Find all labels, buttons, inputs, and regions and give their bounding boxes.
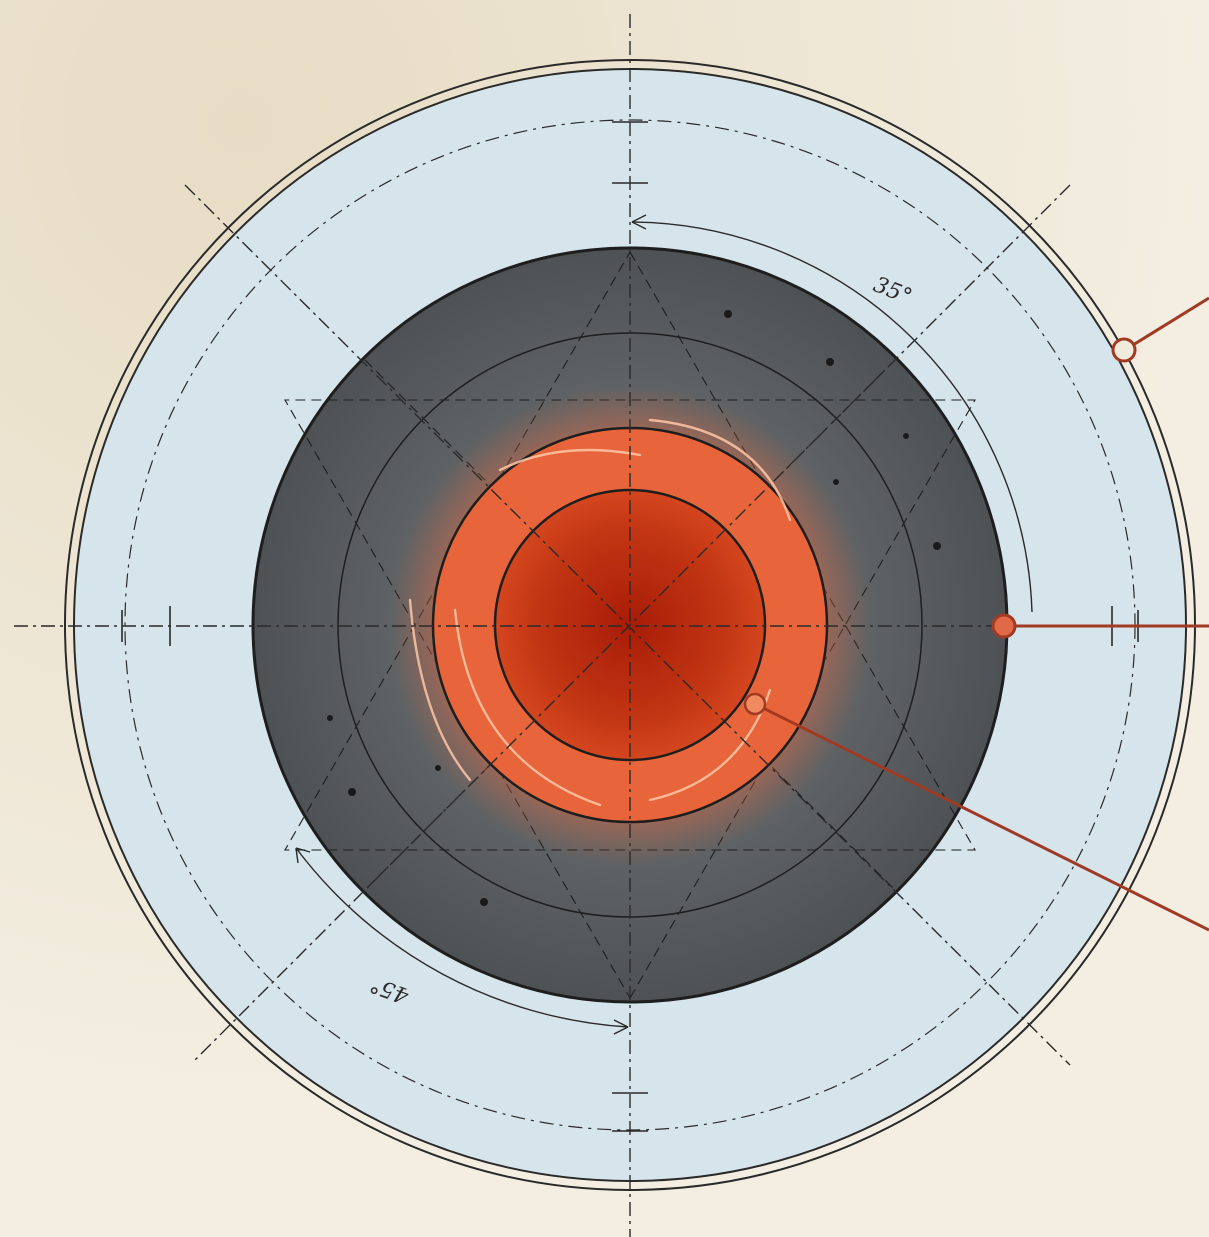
callout-line-outer	[1132, 296, 1209, 347]
diagonal-axis-a	[184, 184, 1071, 1066]
angle-arc-top	[631, 221, 1033, 613]
callout-marker-core-point	[743, 692, 767, 716]
diagonal-axis-b	[194, 184, 1071, 1061]
arc-arrowhead-bottom-end	[613, 1019, 629, 1035]
angle-arc-bottom	[295, 847, 629, 1028]
crosshair-axes	[14, 14, 1209, 1237]
callout-marker-outer-ring	[1111, 337, 1137, 363]
arc-arrowhead-top	[631, 214, 647, 230]
callout-line-core	[756, 703, 1209, 932]
callout-lines	[756, 296, 1209, 932]
axis-ticks	[121, 121, 1139, 1132]
callout-marker-mid-ring	[991, 613, 1017, 639]
